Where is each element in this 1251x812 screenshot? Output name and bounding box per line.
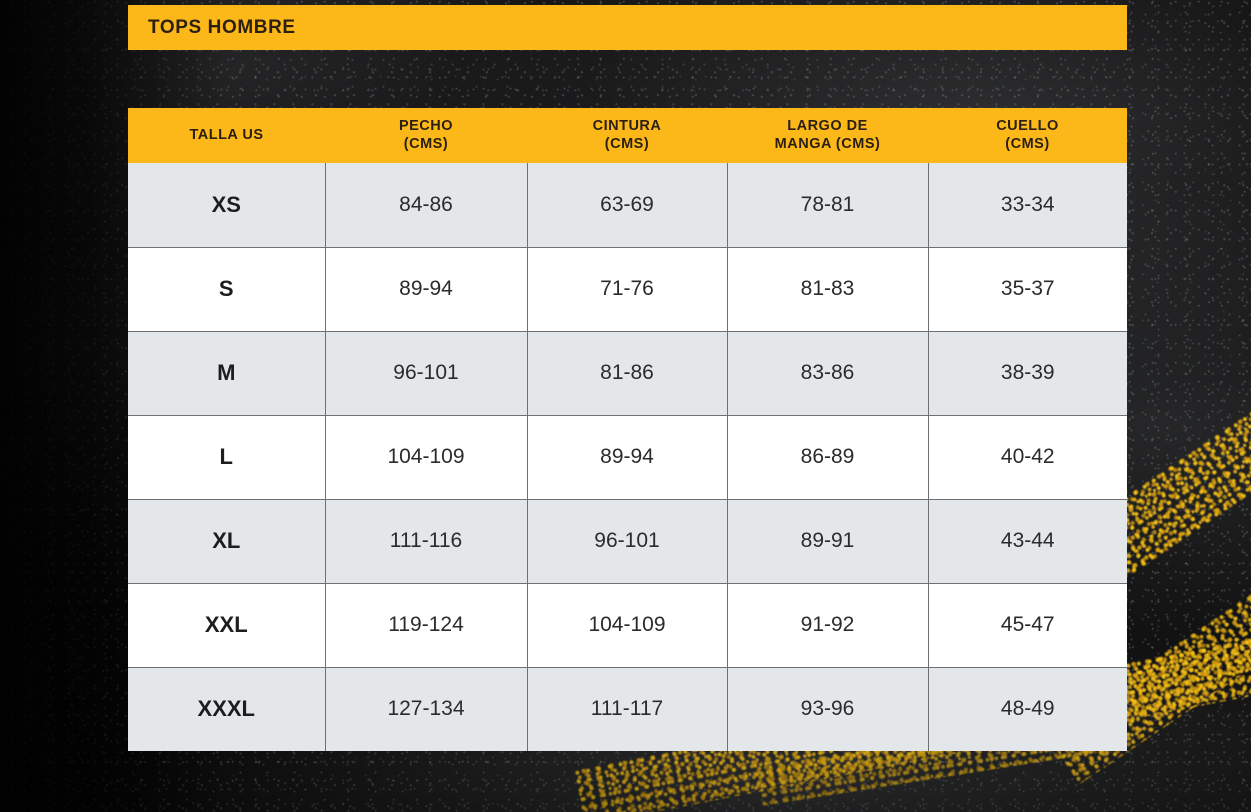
- table-row: S 89-94 71-76 81-83 35-37: [128, 247, 1127, 332]
- column-header-cintura: CINTURA (CMS): [527, 108, 727, 163]
- cell-size: M: [128, 331, 326, 416]
- cell-cuello: 40-42: [928, 415, 1127, 500]
- column-header-line1: LARGO DE: [787, 117, 868, 134]
- table-row: L 104-109 89-94 86-89 40-42: [128, 415, 1127, 500]
- title-banner: TOPS HOMBRE: [128, 5, 1127, 50]
- cell-cuello: 48-49: [928, 667, 1127, 751]
- cell-pecho: 96-101: [325, 331, 528, 416]
- column-header-line1: CINTURA: [592, 117, 662, 134]
- cell-size: L: [128, 415, 326, 500]
- cell-cintura: 111-117: [527, 667, 728, 751]
- column-header-line2: (CMS): [1005, 135, 1050, 152]
- cell-pecho: 127-134: [325, 667, 528, 751]
- cell-pecho: 111-116: [325, 499, 528, 584]
- cell-cintura: 104-109: [527, 583, 728, 668]
- cell-manga: 93-96: [727, 667, 929, 751]
- cell-manga: 78-81: [727, 163, 929, 248]
- column-header-line1: CUELLO: [996, 117, 1059, 134]
- cell-cintura: 63-69: [527, 163, 728, 248]
- cell-size: XXXL: [128, 667, 326, 751]
- column-header-talla-us: TALLA US: [128, 108, 325, 163]
- cell-manga: 81-83: [727, 247, 929, 332]
- cell-cintura: 89-94: [527, 415, 728, 500]
- header-row: TALLA US PECHO (CMS) CINTURA (CMS) LARGO…: [128, 108, 1127, 163]
- column-header-cuello: CUELLO (CMS): [928, 108, 1127, 163]
- cell-manga: 83-86: [727, 331, 929, 416]
- column-header-line2: (CMS): [604, 135, 650, 152]
- cell-cuello: 38-39: [928, 331, 1127, 416]
- cell-manga: 86-89: [727, 415, 929, 500]
- cell-cintura: 71-76: [527, 247, 728, 332]
- table-header: TALLA US PECHO (CMS) CINTURA (CMS) LARGO…: [128, 108, 1127, 163]
- cell-size: XS: [128, 163, 326, 248]
- cell-cintura: 96-101: [527, 499, 728, 584]
- cell-cuello: 43-44: [928, 499, 1127, 584]
- cell-cuello: 33-34: [928, 163, 1127, 248]
- cell-size: XXL: [128, 583, 326, 668]
- cell-size: S: [128, 247, 326, 332]
- cell-manga: 91-92: [727, 583, 929, 668]
- column-header-line2: (CMS): [403, 135, 449, 152]
- table-row: M 96-101 81-86 83-86 38-39: [128, 331, 1127, 416]
- cell-cintura: 81-86: [527, 331, 728, 416]
- table-row: XXL 119-124 104-109 91-92 45-47: [128, 583, 1127, 668]
- table-row: XXXL 127-134 111-117 93-96 48-49: [128, 667, 1127, 751]
- cell-cuello: 45-47: [928, 583, 1127, 668]
- column-header-largo-de-manga: LARGO DE MANGA (CMS): [727, 108, 928, 163]
- column-header-line1: TALLA US: [189, 126, 264, 143]
- size-chart-table: TALLA US PECHO (CMS) CINTURA (CMS) LARGO…: [128, 108, 1127, 751]
- table-body: XS 84-86 63-69 78-81 33-34 S 89-94 71-76…: [128, 163, 1127, 751]
- cell-pecho: 89-94: [325, 247, 528, 332]
- cell-pecho: 104-109: [325, 415, 528, 500]
- cell-pecho: 84-86: [325, 163, 528, 248]
- column-header-line2: MANGA (CMS): [774, 135, 881, 152]
- cell-manga: 89-91: [727, 499, 929, 584]
- cell-pecho: 119-124: [325, 583, 528, 668]
- cell-cuello: 35-37: [928, 247, 1127, 332]
- cell-size: XL: [128, 499, 326, 584]
- table-row: XL 111-116 96-101 89-91 43-44: [128, 499, 1127, 584]
- column-header-pecho: PECHO (CMS): [325, 108, 527, 163]
- column-header-line1: PECHO: [398, 117, 454, 134]
- table-row: XS 84-86 63-69 78-81 33-34: [128, 163, 1127, 248]
- page-title: TOPS HOMBRE: [148, 16, 296, 38]
